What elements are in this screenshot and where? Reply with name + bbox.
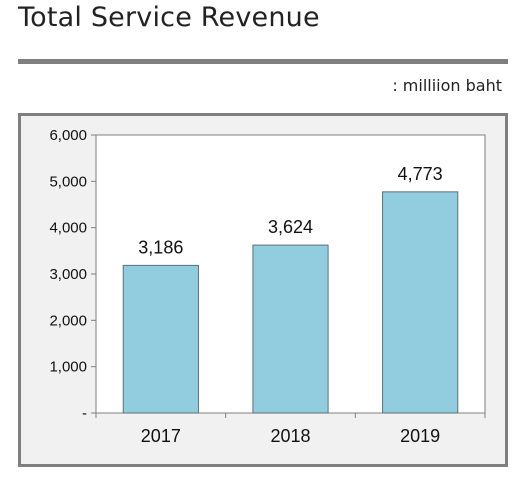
x-tick-label: 2017 [141,426,181,446]
data-label-2019: 4,773 [398,164,443,184]
unit-label: : milliion baht [392,76,502,95]
y-tick-label: 3,000 [49,266,87,283]
bar-series [122,191,459,414]
data-label-2017: 3,186 [138,237,183,257]
page-title: Total Service Revenue [18,2,320,33]
x-tick-label: 2019 [400,426,440,446]
y-tick-label: 6,000 [49,127,87,144]
data-labels: 3,186 3,624 4,773 [138,164,442,258]
chart-frame: - 1,000 2,000 3,000 4,000 5,000 6,000 2017 2018… [18,113,508,467]
y-tick-label: 1,000 [49,359,87,376]
y-tick-label: 4,000 [49,220,87,237]
y-tick-label: 2,000 [49,312,87,329]
y-tick-label: - [82,405,87,422]
x-axis: 2017 2018 2019 [95,412,486,446]
y-tick-label: 5,000 [49,173,87,190]
bar-2017 [122,264,199,414]
bar-2019 [382,191,459,414]
bar-2018 [252,244,329,414]
x-tick-label: 2018 [270,426,310,446]
title-divider [18,59,508,64]
y-axis: - 1,000 2,000 3,000 4,000 5,000 6,000 [49,127,97,422]
bar-chart: - 1,000 2,000 3,000 4,000 5,000 6,000 2017 2018… [49,127,486,446]
data-label-2018: 3,624 [268,217,313,237]
